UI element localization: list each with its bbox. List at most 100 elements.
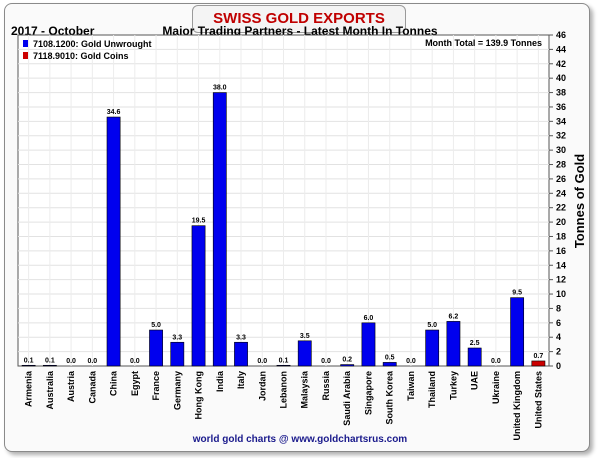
y-tick-label: 34	[556, 116, 566, 126]
y-tick-label: 26	[556, 174, 566, 184]
bar-unwrought	[149, 329, 163, 367]
bar-unwrought	[276, 364, 291, 367]
bar-unwrought	[42, 364, 57, 367]
x-tick-label: India	[215, 370, 225, 392]
y-tick-label: 24	[556, 188, 566, 198]
x-tick-label: Egypt	[130, 371, 140, 396]
y-ticks: 0246810121416182022242628303234363840424…	[549, 30, 566, 371]
bar-unwrought	[191, 225, 206, 367]
x-tick-labels: Armenia Australia Austria Canada China Egypt F…	[24, 370, 544, 440]
y-tick-label: 38	[556, 88, 566, 98]
data-label: 0.0	[491, 358, 501, 365]
title-box: SWISS GOLD EXPORTS	[192, 5, 406, 33]
y-tick-label: 30	[556, 145, 566, 155]
data-label: 34.6	[107, 109, 121, 116]
data-label: 0.1	[24, 357, 34, 364]
data-label: 6.2	[449, 313, 459, 320]
bars: 0.1 0.1 0.0 0.0 34.6 0.0 5.0 3.3 19.5 38.0 3.3 0.0 0…	[21, 85, 546, 367]
bar-unwrought	[467, 347, 482, 367]
x-tick-label: United Kingdom	[512, 371, 522, 441]
x-tick-label: Lebanon	[279, 371, 289, 409]
data-label: 0.0	[406, 358, 416, 365]
x-tick-label: Italy	[236, 371, 246, 389]
y-tick-label: 22	[556, 203, 566, 213]
data-label: 3.3	[236, 334, 246, 341]
y-tick-label: 10	[556, 289, 566, 299]
bar-unwrought	[446, 321, 461, 367]
y-tick-label: 0	[556, 361, 561, 371]
x-tick-label: China	[109, 370, 119, 396]
legend-label-unwrought: 7108.1200: Gold Unwrought	[33, 39, 152, 49]
legend-swatch-coins	[23, 52, 28, 59]
data-label: 0.0	[321, 358, 331, 365]
data-label: 0.1	[45, 357, 55, 364]
y-tick-label: 40	[556, 73, 566, 83]
month-total-annotation: Month Total = 139.9 Tonnes	[425, 38, 542, 48]
y-tick-label: 12	[556, 275, 566, 285]
y-tick-label: 46	[556, 30, 566, 40]
bar-unwrought	[340, 364, 355, 367]
y-tick-label: 4	[556, 332, 561, 342]
data-label: 5.0	[427, 322, 437, 329]
x-tick-label: United States	[533, 371, 543, 429]
bar-unwrought	[361, 322, 376, 367]
bar-unwrought	[425, 329, 440, 367]
data-label: 5.0	[151, 322, 161, 329]
bar-unwrought	[297, 340, 312, 367]
y-tick-label: 32	[556, 131, 566, 141]
y-tick-label: 42	[556, 59, 566, 69]
data-label: 0.7	[534, 353, 544, 360]
y-tick-label: 18	[556, 231, 566, 241]
bar-unwrought	[106, 116, 121, 367]
x-tick-label: Singapore	[363, 371, 373, 415]
data-label: 0.0	[257, 358, 267, 365]
data-label: 0.1	[279, 357, 289, 364]
data-label: 9.5	[512, 290, 522, 297]
x-tick-label: Armenia	[24, 370, 34, 407]
x-tick-label: Germany	[172, 371, 182, 410]
bar-unwrought	[212, 92, 227, 367]
x-tick-label: Thailand	[427, 371, 437, 408]
bar-coins	[531, 360, 546, 367]
data-label: 0.0	[66, 358, 76, 365]
data-label: 6.0	[364, 315, 374, 322]
y-tick-label: 16	[556, 246, 566, 256]
y-tick-label: 36	[556, 102, 566, 112]
x-tick-label: Russia	[321, 370, 331, 401]
x-tick-label: Ukraine	[491, 371, 501, 404]
bar-unwrought	[170, 341, 185, 367]
data-label: 38.0	[213, 85, 227, 92]
chart-title: SWISS GOLD EXPORTS	[213, 10, 385, 27]
data-label: 3.5	[300, 333, 310, 340]
footer-credit: world gold charts @ www.goldchartsrus.co…	[192, 434, 408, 445]
y-tick-label: 28	[556, 160, 566, 170]
data-label: 0.0	[130, 358, 140, 365]
x-tick-label: Australia	[45, 370, 55, 410]
bar-unwrought	[510, 297, 525, 367]
gridlines	[18, 35, 549, 366]
y-tick-label: 44	[556, 44, 566, 54]
bar-unwrought	[234, 341, 248, 367]
x-tick-label: South Korea	[385, 370, 395, 424]
x-tick-label: Austria	[66, 370, 76, 402]
data-label: 0.2	[342, 357, 352, 364]
y-axis-label: Tonnes of Gold	[572, 154, 587, 248]
x-tick-label: Saudi Arabia	[342, 370, 352, 426]
x-tick-label: Malaysia	[300, 370, 310, 409]
x-tick-label: UAE	[470, 371, 480, 390]
y-tick-label: 8	[556, 303, 561, 313]
x-tick-label: Hong Kong	[194, 371, 204, 420]
data-label: 19.5	[192, 218, 206, 225]
x-tick-label: Canada	[87, 370, 97, 404]
legend-label-coins: 7118.9010: Gold Coins	[33, 51, 129, 61]
x-tick-label: Taiwan	[406, 371, 416, 401]
data-label: 0.0	[87, 358, 97, 365]
x-tick-label: Turkey	[448, 371, 458, 400]
legend-swatch-unwrought	[23, 40, 28, 47]
y-tick-label: 14	[556, 260, 566, 270]
x-tick-label: Jordan	[257, 371, 267, 401]
y-tick-label: 6	[556, 318, 561, 328]
bar-unwrought	[382, 362, 397, 367]
y-tick-label: 2	[556, 347, 561, 357]
